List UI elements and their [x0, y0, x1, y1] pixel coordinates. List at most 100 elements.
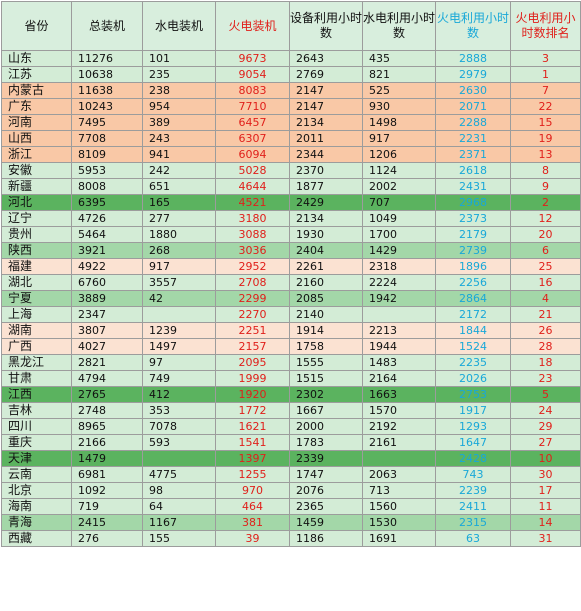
- cell-equipment-hours: 2344: [289, 146, 363, 163]
- cell-hydro-capacity: 242: [142, 162, 216, 179]
- cell-province: 河北: [1, 194, 72, 211]
- cell-hydro-capacity: 353: [142, 402, 216, 419]
- cell-hydro-hours: 1663: [362, 386, 436, 403]
- cell-thermal-capacity: 2157: [215, 338, 290, 355]
- table-row: 吉林 2748 353 1772 1667 1570 1917 24: [1, 402, 581, 419]
- cell-hydro-capacity: 64: [142, 498, 216, 515]
- table-row: 广东 10243 954 7710 2147 930 2071 22: [1, 98, 581, 115]
- cell-thermal-capacity: 381: [215, 514, 290, 531]
- cell-thermal-capacity: 8083: [215, 82, 290, 99]
- cell-thermal-hours: 2239: [435, 482, 511, 499]
- cell-total-capacity: 4726: [71, 210, 143, 227]
- cell-total-capacity: 4922: [71, 258, 143, 275]
- cell-thermal-hours: 2411: [435, 498, 511, 515]
- cell-thermal-capacity: 1541: [215, 434, 290, 451]
- table-row: 内蒙古 11638 238 8083 2147 525 2630 7: [1, 82, 581, 99]
- cell-thermal-hours-rank: 19: [510, 130, 581, 147]
- table-row: 四川 8965 7078 1621 2000 2192 1293 29: [1, 418, 581, 435]
- cell-hydro-capacity: 238: [142, 82, 216, 99]
- cell-total-capacity: 2415: [71, 514, 143, 531]
- cell-province: 内蒙古: [1, 82, 72, 99]
- cell-thermal-capacity: 4521: [215, 194, 290, 211]
- cell-province: 湖南: [1, 322, 72, 339]
- cell-total-capacity: 5953: [71, 162, 143, 179]
- cell-hydro-capacity: [142, 450, 216, 467]
- cell-province: 重庆: [1, 434, 72, 451]
- cell-thermal-hours-rank: 16: [510, 274, 581, 291]
- cell-hydro-hours: 1691: [362, 530, 436, 547]
- cell-thermal-capacity: 3180: [215, 210, 290, 227]
- cell-province: 吉林: [1, 402, 72, 419]
- cell-thermal-hours: 2235: [435, 354, 511, 371]
- cell-province: 福建: [1, 258, 72, 275]
- cell-thermal-hours-rank: 11: [510, 498, 581, 515]
- table-row: 黑龙江 2821 97 2095 1555 1483 2235 18: [1, 354, 581, 371]
- table-row: 江西 2765 412 1920 2302 1663 2753 5: [1, 386, 581, 403]
- cell-equipment-hours: 2134: [289, 114, 363, 131]
- cell-equipment-hours: 2404: [289, 242, 363, 259]
- cell-thermal-hours: 2371: [435, 146, 511, 163]
- cell-thermal-hours-rank: 29: [510, 418, 581, 435]
- header-province: 省份: [1, 1, 72, 51]
- cell-thermal-hours: 1293: [435, 418, 511, 435]
- cell-thermal-hours: 2979: [435, 66, 511, 83]
- cell-hydro-capacity: 593: [142, 434, 216, 451]
- cell-thermal-capacity: 970: [215, 482, 290, 499]
- table-row: 甘肃 4794 749 1999 1515 2164 2026 23: [1, 370, 581, 387]
- cell-thermal-hours: 2026: [435, 370, 511, 387]
- cell-total-capacity: 276: [71, 530, 143, 547]
- cell-equipment-hours: 2370: [289, 162, 363, 179]
- cell-thermal-hours-rank: 4: [510, 290, 581, 307]
- table-row: 浙江 8109 941 6094 2344 1206 2371 13: [1, 146, 581, 163]
- cell-thermal-hours-rank: 2: [510, 194, 581, 211]
- cell-hydro-capacity: 749: [142, 370, 216, 387]
- cell-province: 江苏: [1, 66, 72, 83]
- cell-hydro-hours: 2213: [362, 322, 436, 339]
- table-row: 海南 719 64 464 2365 1560 2411 11: [1, 498, 581, 515]
- cell-hydro-hours: 707: [362, 194, 436, 211]
- cell-total-capacity: 3889: [71, 290, 143, 307]
- cell-equipment-hours: 2147: [289, 98, 363, 115]
- table-row: 新疆 8008 651 4644 1877 2002 2431 9: [1, 178, 581, 195]
- cell-thermal-capacity: 1920: [215, 386, 290, 403]
- cell-hydro-hours: 2161: [362, 434, 436, 451]
- cell-total-capacity: 11276: [71, 50, 143, 67]
- cell-thermal-capacity: 1621: [215, 418, 290, 435]
- cell-total-capacity: 8965: [71, 418, 143, 435]
- cell-hydro-hours: 435: [362, 50, 436, 67]
- cell-thermal-hours-rank: 23: [510, 370, 581, 387]
- header-total-capacity: 总装机: [71, 1, 143, 51]
- header-equipment-hours: 设备利用小时数: [289, 1, 363, 51]
- cell-thermal-hours: 2618: [435, 162, 511, 179]
- cell-equipment-hours: 1555: [289, 354, 363, 371]
- cell-thermal-hours: 2739: [435, 242, 511, 259]
- cell-thermal-hours-rank: 30: [510, 466, 581, 483]
- cell-province: 辽宁: [1, 210, 72, 227]
- cell-thermal-capacity: 6457: [215, 114, 290, 131]
- cell-equipment-hours: 2365: [289, 498, 363, 515]
- cell-total-capacity: 1092: [71, 482, 143, 499]
- cell-hydro-hours: 1942: [362, 290, 436, 307]
- cell-hydro-capacity: 98: [142, 482, 216, 499]
- cell-hydro-capacity: 941: [142, 146, 216, 163]
- cell-equipment-hours: 1747: [289, 466, 363, 483]
- table-row: 山西 7708 243 6307 2011 917 2231 19: [1, 130, 581, 147]
- cell-province: 江西: [1, 386, 72, 403]
- cell-thermal-capacity: 9673: [215, 50, 290, 67]
- cell-hydro-capacity: 235: [142, 66, 216, 83]
- cell-thermal-hours-rank: 1: [510, 66, 581, 83]
- header-hydro-hours: 水电利用小时数: [362, 1, 436, 51]
- cell-hydro-capacity: 268: [142, 242, 216, 259]
- cell-hydro-capacity: 1239: [142, 322, 216, 339]
- cell-equipment-hours: 2429: [289, 194, 363, 211]
- cell-thermal-hours-rank: 5: [510, 386, 581, 403]
- cell-hydro-capacity: 651: [142, 178, 216, 195]
- cell-thermal-hours-rank: 7: [510, 82, 581, 99]
- cell-thermal-hours: 2256: [435, 274, 511, 291]
- cell-province: 湖北: [1, 274, 72, 291]
- header-thermal-capacity: 火电装机: [215, 1, 290, 51]
- cell-province: 陕西: [1, 242, 72, 259]
- table-row: 广西 4027 1497 2157 1758 1944 1524 28: [1, 338, 581, 355]
- cell-hydro-hours: 2164: [362, 370, 436, 387]
- header-hydro-capacity: 水电装机: [142, 1, 216, 51]
